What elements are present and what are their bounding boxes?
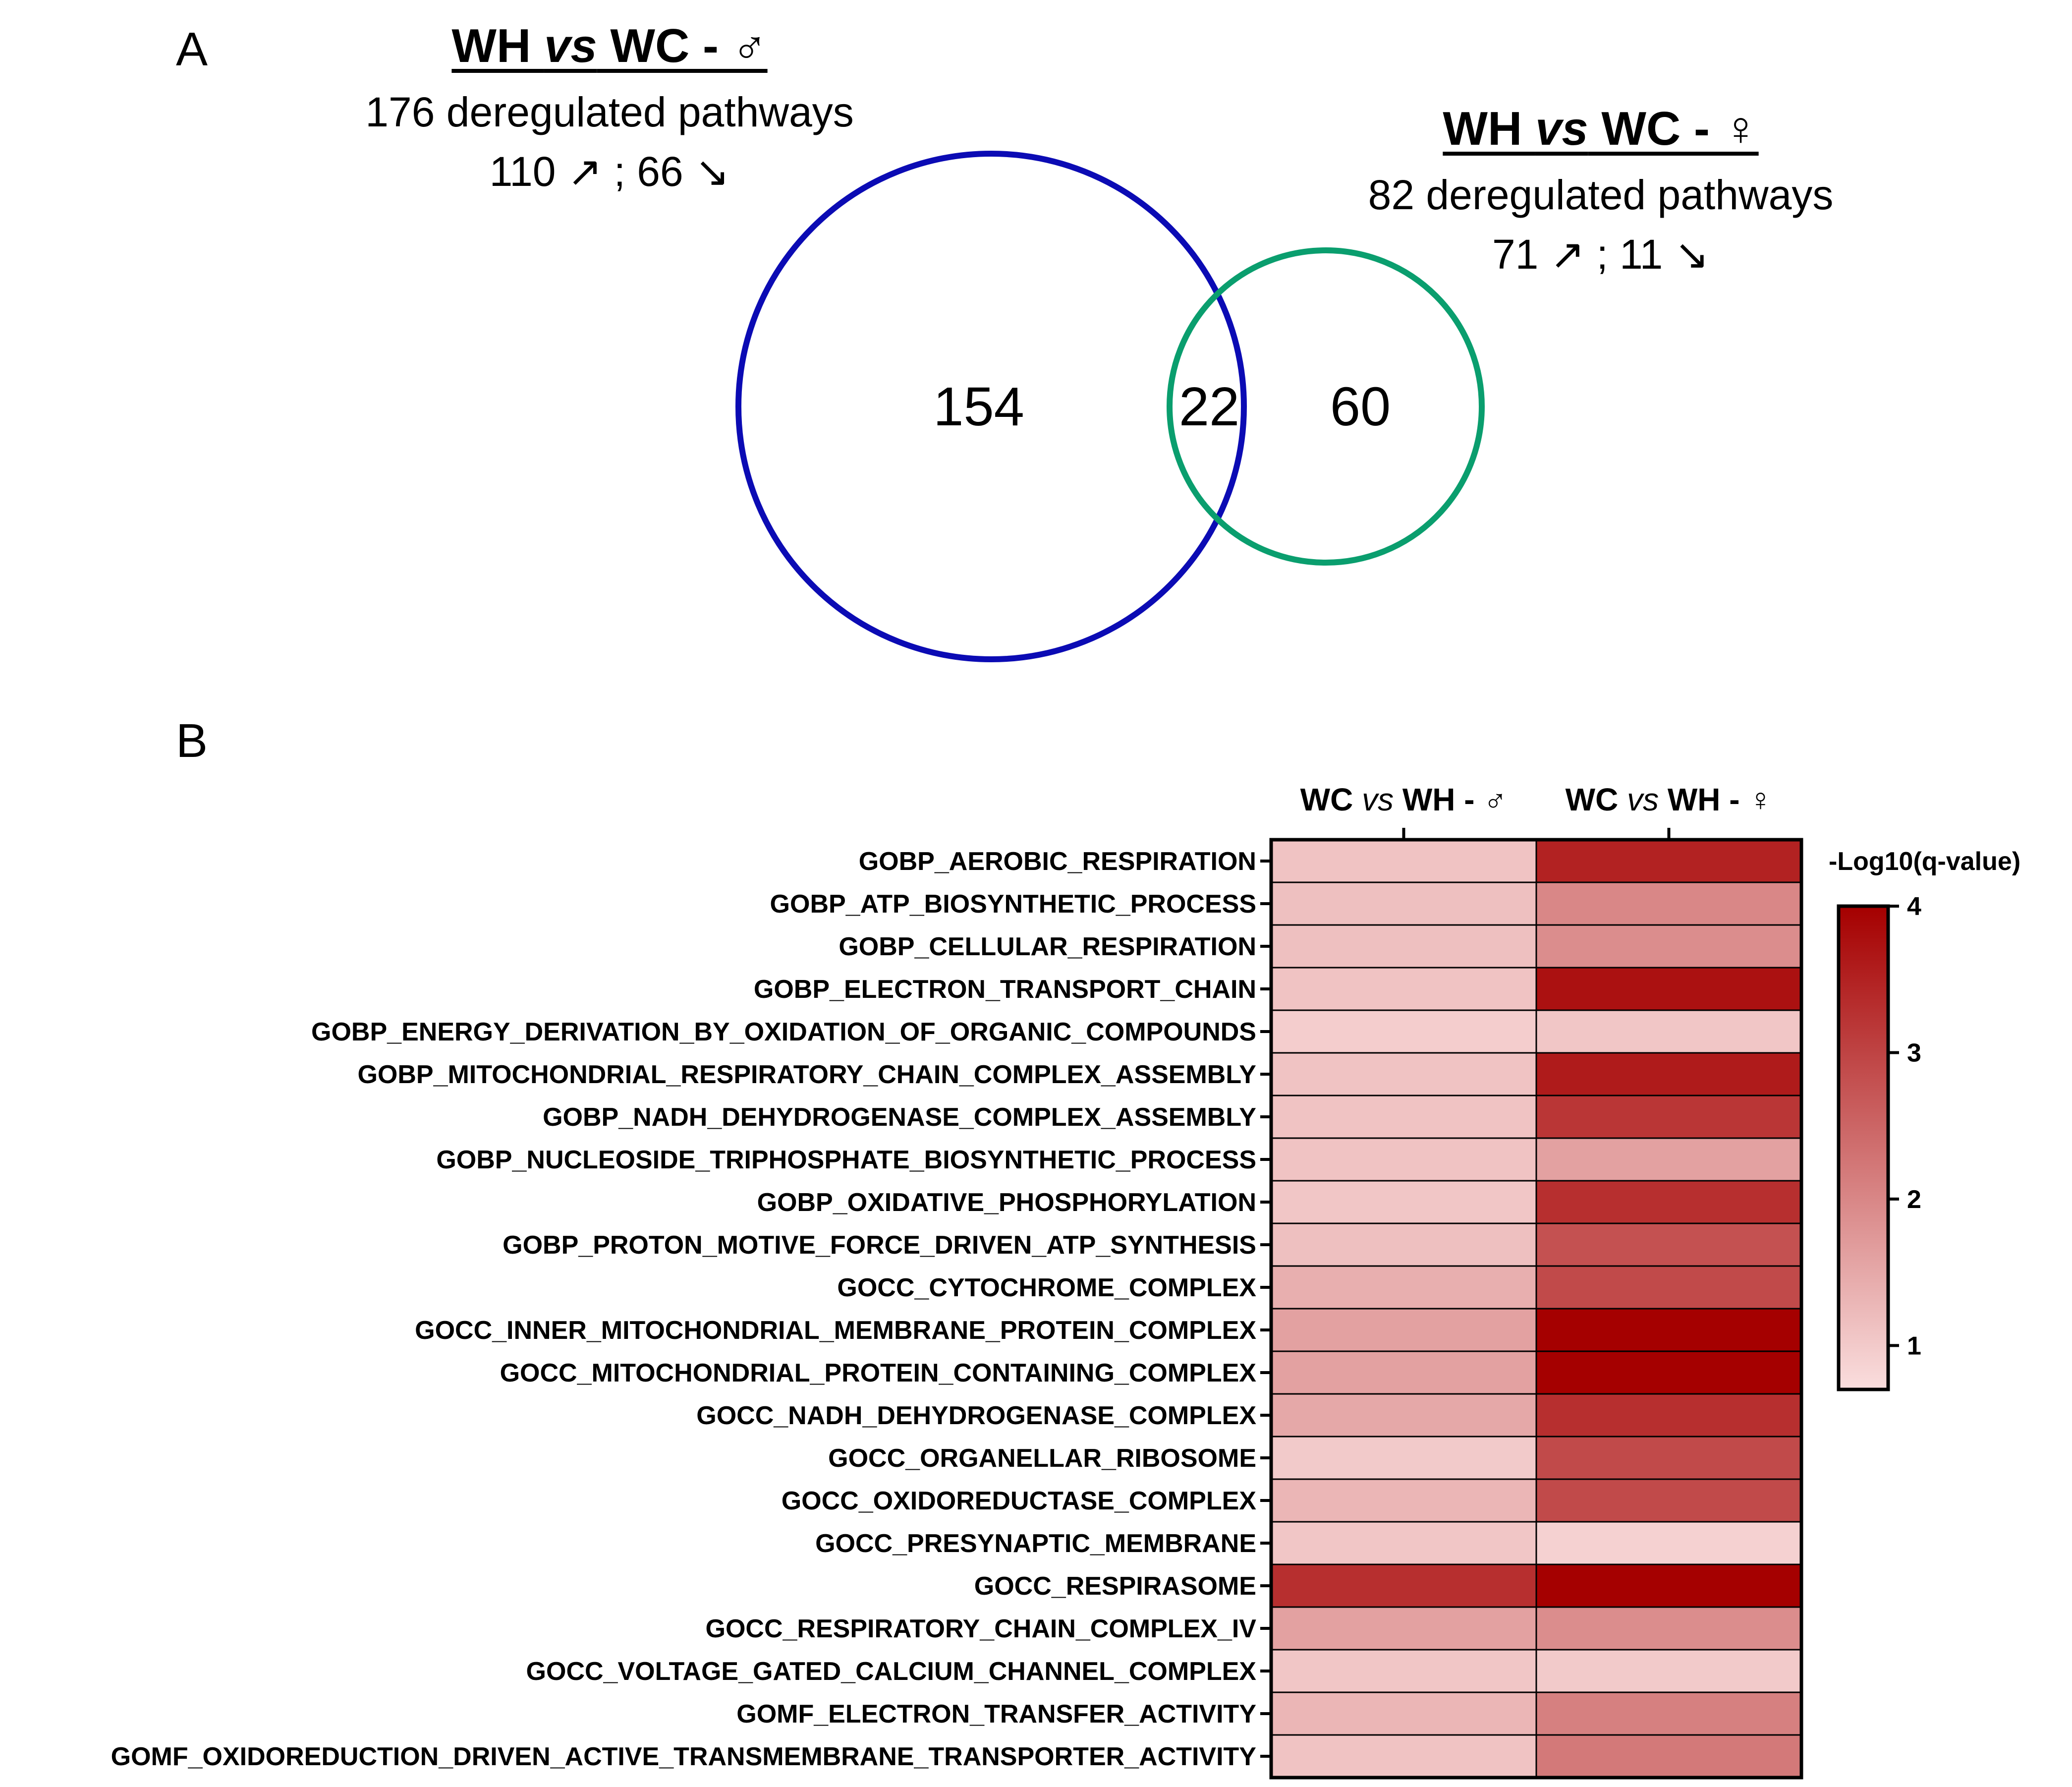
heatmap-cell — [1535, 1436, 1802, 1480]
row-label: GOBP_AEROBIC_RESPIRATION — [859, 847, 1256, 876]
heatmap-cell — [1535, 1478, 1802, 1523]
row-label: GOCC_VOLTAGE_GATED_CALCIUM_CHANNEL_COMPL… — [526, 1657, 1257, 1686]
male-only-count: 154 — [933, 376, 1024, 437]
row-label: GOCC_CYTOCHROME_COMPLEX — [837, 1273, 1256, 1302]
heatmap-cell — [1270, 1478, 1537, 1523]
row-label: GOBP_ATP_BIOSYNTHETIC_PROCESS — [770, 890, 1256, 919]
row-label: GOCC_RESPIRASOME — [974, 1572, 1256, 1601]
heatmap-cell — [1535, 967, 1802, 1011]
heatmap-cell — [1270, 881, 1537, 926]
heatmap-cell — [1535, 1137, 1802, 1182]
column-ticks — [1402, 828, 1671, 840]
female-total-label: 82 deregulated pathways — [1368, 172, 1834, 218]
heatmap-cell — [1535, 1095, 1802, 1139]
row-label: GOBP_OXIDATIVE_PHOSPHORYLATION — [757, 1188, 1256, 1217]
female-only-count: 60 — [1330, 376, 1391, 437]
row-label: GOBP_NADH_DEHYDROGENASE_COMPLEX_ASSEMBLY — [543, 1103, 1256, 1132]
column-header: WC vs WH - ♀ — [1566, 782, 1773, 817]
heatmap-cell — [1270, 1052, 1537, 1096]
heatmap-cell — [1535, 881, 1802, 926]
row-label: GOBP_PROTON_MOTIVE_FORCE_DRIVEN_ATP_SYNT… — [503, 1231, 1256, 1260]
male-set-header: WH vs WC - ♂ 176 deregulated pathways 11… — [278, 19, 942, 201]
row-label: GOCC_PRESYNAPTIC_MEMBRANE — [815, 1529, 1256, 1558]
row-label: GOCC_NADH_DEHYDROGENASE_COMPLEX — [696, 1401, 1256, 1430]
heatmap-cells — [1270, 839, 1802, 1779]
colorbar-tick-label: 3 — [1907, 1038, 1921, 1067]
row-label: GOCC_MITOCHONDRIAL_PROTEIN_CONTAINING_CO… — [500, 1359, 1257, 1387]
female-split-label: 71 ↗ ; 11 ↘ — [1492, 231, 1710, 278]
heatmap-cell — [1270, 1009, 1537, 1054]
venn-diagram: 154 22 60 — [735, 151, 1485, 662]
heatmap-cell — [1270, 1137, 1537, 1182]
heatmap-cell — [1270, 1649, 1537, 1693]
heatmap-cell — [1270, 967, 1537, 1011]
row-label: GOBP_NUCLEOSIDE_TRIPHOSPHATE_BIOSYNTHETI… — [436, 1146, 1256, 1174]
row-label: GOMF_OXIDOREDUCTION_DRIVEN_ACTIVE_TRANSM… — [111, 1742, 1256, 1771]
heatmap-cell — [1535, 1308, 1802, 1352]
row-label: GOCC_ORGANELLAR_RIBOSOME — [828, 1444, 1256, 1473]
heatmap-cell — [1270, 1222, 1537, 1267]
heatmap-cell — [1535, 1052, 1802, 1096]
row-labels: GOBP_AEROBIC_RESPIRATION GOBP_ATP_BIOSYNT… — [111, 847, 1257, 1771]
row-label: GOMF_ELECTRON_TRANSFER_ACTIVITY — [736, 1700, 1256, 1729]
heatmap-cell — [1270, 1734, 1537, 1779]
colorbar-tick-label: 2 — [1907, 1185, 1921, 1214]
column-header: WC vs WH - ♂ — [1300, 782, 1508, 817]
heatmap-cell — [1270, 1095, 1537, 1139]
row-label: GOBP_MITOCHONDRIAL_RESPIRATORY_CHAIN_COM… — [357, 1060, 1256, 1089]
row-label: GOCC_INNER_MITOCHONDRIAL_MEMBRANE_PROTEI… — [415, 1316, 1256, 1345]
heatmap-cell — [1535, 1180, 1802, 1224]
heatmap-cell — [1270, 1180, 1537, 1224]
male-set-title: WH vs WC - ♂ — [451, 19, 768, 72]
heatmap-cell — [1535, 1606, 1802, 1651]
heatmap-cell — [1535, 839, 1802, 883]
female-set-circle — [1167, 247, 1485, 566]
heatmap-cell — [1270, 1521, 1537, 1565]
panel-label-a: A — [176, 23, 208, 76]
heatmap-cell — [1535, 1521, 1802, 1565]
male-total-label: 176 deregulated pathways — [365, 89, 854, 135]
heatmap-cell — [1270, 1606, 1537, 1651]
heatmap-cell — [1535, 1563, 1802, 1608]
row-label: GOCC_RESPIRATORY_CHAIN_COMPLEX_IV — [706, 1614, 1257, 1643]
heatmap-cell — [1270, 1436, 1537, 1480]
heatmap-chart: WC vs WH - ♂ WC vs WH - ♀ GOBP_AEROBIC_RE… — [111, 782, 2020, 1780]
heatmap-cell — [1535, 1009, 1802, 1054]
heatmap-cell — [1535, 1691, 1802, 1736]
overlap-count: 22 — [1179, 376, 1239, 437]
heatmap-cell — [1535, 1649, 1802, 1693]
heatmap-cell — [1270, 1691, 1537, 1736]
male-set-circle — [735, 151, 1247, 662]
heatmap-frame — [1269, 838, 1803, 1780]
heatmap-cell — [1270, 1393, 1537, 1438]
female-set-header: WH vs WC - ♀ 82 deregulated pathways 71 … — [1269, 102, 1933, 284]
column-headers: WC vs WH - ♂ WC vs WH - ♀ — [1300, 782, 1773, 817]
heatmap-cell — [1270, 1265, 1537, 1310]
row-label: GOBP_ELECTRON_TRANSPORT_CHAIN — [754, 975, 1256, 1004]
colorbar-tick-label: 1 — [1907, 1331, 1921, 1360]
panel-label-b: B — [176, 714, 208, 767]
heatmap-cell — [1535, 1393, 1802, 1438]
heatmap-cell — [1535, 1265, 1802, 1310]
male-split-label: 110 ↗ ; 66 ↘ — [489, 148, 730, 195]
row-ticks — [1260, 860, 1271, 1758]
heatmap-cell — [1535, 924, 1802, 969]
heatmap-cell — [1270, 839, 1537, 883]
heatmap-cell — [1270, 1350, 1537, 1395]
colorbar — [1837, 904, 1890, 1391]
row-label: GOBP_CELLULAR_RESPIRATION — [839, 932, 1256, 961]
row-label: GOBP_ENERGY_DERIVATION_BY_OXIDATION_OF_O… — [311, 1018, 1256, 1046]
female-set-title: WH vs WC - ♀ — [1443, 102, 1759, 155]
heatmap-cell — [1535, 1222, 1802, 1267]
colorbar-ticks: 1 2 3 4 — [1888, 892, 1921, 1360]
heatmap-cell — [1270, 1308, 1537, 1352]
heatmap-cell — [1270, 924, 1537, 969]
colorbar-title: -Log10(q-value) — [1829, 847, 2020, 876]
row-label: GOCC_OXIDOREDUCTASE_COMPLEX — [782, 1487, 1257, 1515]
heatmap-cell — [1270, 1563, 1537, 1608]
heatmap-cell — [1535, 1350, 1802, 1395]
heatmap-cell — [1535, 1734, 1802, 1779]
colorbar-tick-label: 4 — [1907, 892, 1921, 921]
